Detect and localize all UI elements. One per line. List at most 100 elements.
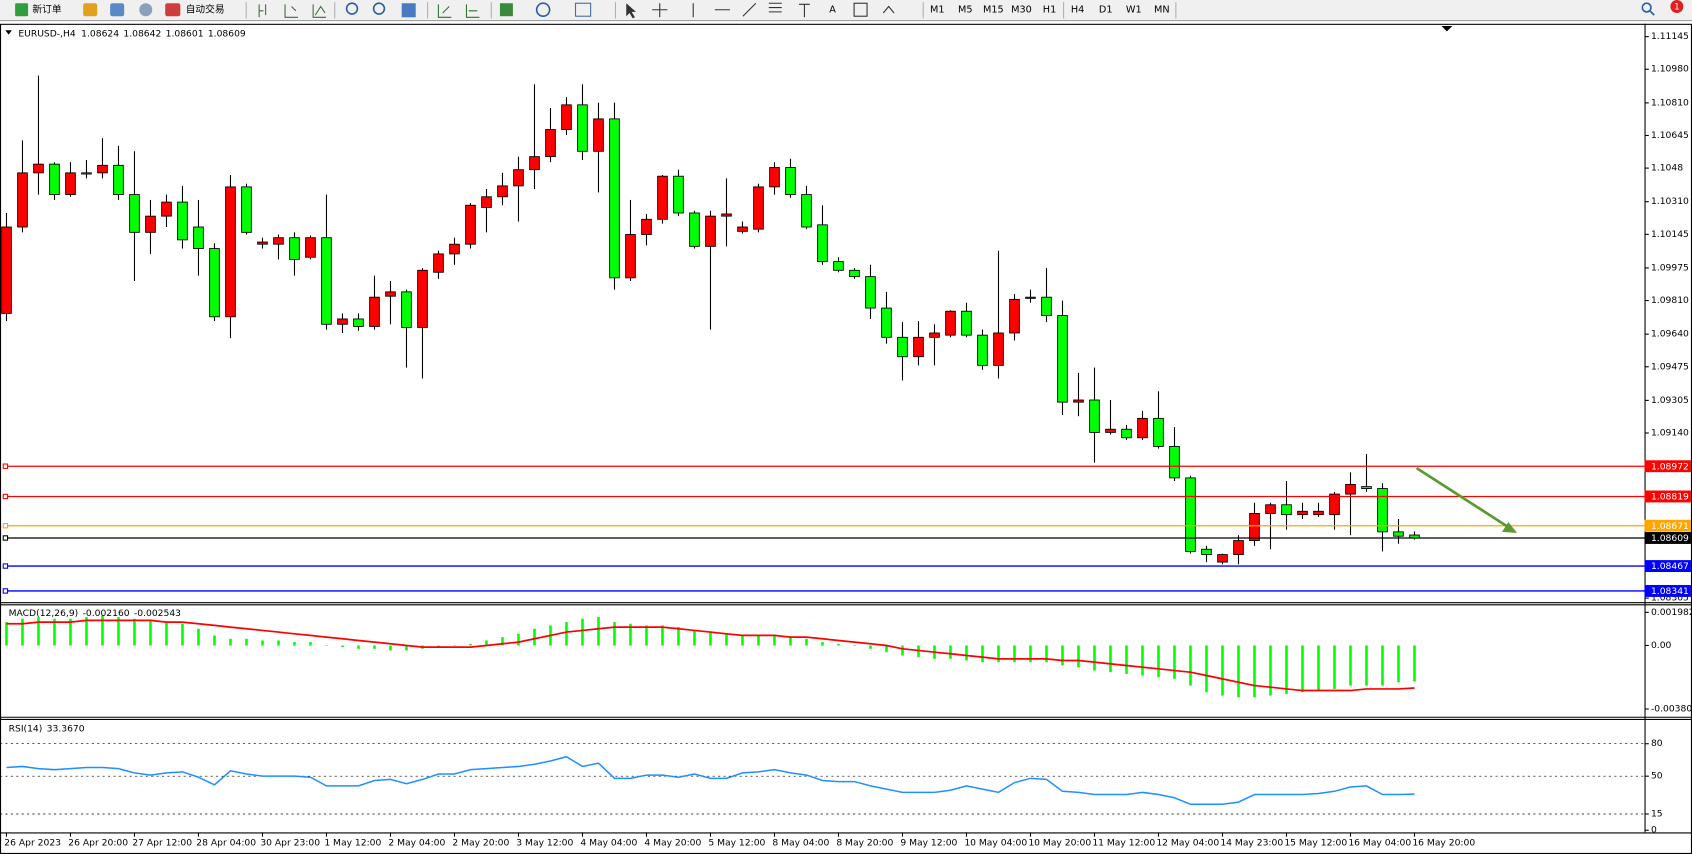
periods-button[interactable]	[535, 2, 551, 18]
y-tick-label: 80	[1651, 738, 1663, 749]
chart-type-icons[interactable]	[258, 4, 327, 18]
macd-bar	[245, 638, 248, 646]
timeframe-button[interactable]: D1	[1099, 5, 1113, 16]
macd-bar	[1301, 645, 1304, 693]
y-tick-label: 1.09810	[1651, 295, 1689, 306]
zoom-in[interactable]	[345, 2, 359, 15]
symbol: EURUSD-,H4	[18, 28, 76, 39]
candle-body	[305, 237, 316, 258]
icon-button[interactable]	[139, 3, 153, 17]
timeframe-button[interactable]: H1	[1043, 5, 1056, 16]
candle-body	[1393, 531, 1404, 537]
icon-button[interactable]	[110, 3, 125, 17]
macd-bar	[709, 632, 712, 646]
macd-bar	[37, 617, 40, 646]
candle-body	[833, 261, 844, 271]
x-tick-label: 10 May 04:00	[964, 838, 1027, 849]
x-tick-label: 1 May 12:00	[324, 838, 381, 849]
indicator-name: MACD(12,26,9)	[9, 607, 79, 618]
x-tick-label: 14 May 23:00	[1220, 838, 1283, 849]
timeframe-button[interactable]: W1	[1126, 5, 1142, 16]
candle-body	[625, 234, 636, 279]
x-tick-label: 10 May 20:00	[1028, 838, 1091, 849]
timeframe-button[interactable]: M15	[983, 5, 1004, 16]
scroll-icons[interactable]	[437, 4, 480, 18]
macd-bar	[1269, 645, 1272, 696]
timeframe-button[interactable]: H4	[1071, 5, 1084, 16]
macd-bar	[741, 635, 744, 646]
rsi-header: RSI(14) 33.3670	[9, 723, 85, 734]
timeframe-button[interactable]: M5	[958, 5, 973, 16]
candle-body	[273, 237, 284, 245]
price-label: 1.08609	[1651, 533, 1689, 544]
x-tick-label: 9 May 12:00	[900, 838, 957, 849]
candle-body	[609, 118, 620, 279]
x-tick-label: 16 May 20:00	[1412, 838, 1475, 849]
level-handle	[2, 535, 9, 541]
candle-body	[1201, 548, 1212, 556]
x-tick-label: 8 May 20:00	[836, 838, 893, 849]
crosshair-tool[interactable]	[652, 3, 668, 18]
macd-bar	[1237, 645, 1240, 698]
y-tick-label: 1.08305	[1651, 593, 1689, 604]
y-tick-label: 1.10310	[1651, 196, 1689, 207]
search[interactable]	[1641, 2, 1652, 13]
candle-body	[689, 212, 700, 247]
candle-body	[145, 215, 156, 233]
macd-bar	[1349, 645, 1352, 686]
macd-bar	[293, 642, 296, 646]
trend-arrow[interactable]	[1415, 466, 1518, 533]
candle-body	[81, 172, 92, 175]
macd-bar	[981, 645, 984, 663]
icon	[15, 3, 29, 17]
indicator-name: RSI(14)	[9, 723, 43, 734]
macd-bar	[181, 623, 184, 646]
new-order-button[interactable]: 新订单	[15, 3, 62, 17]
x-tick-label: 8 May 04:00	[772, 838, 829, 849]
candle-body	[1105, 428, 1116, 433]
price-label-bg	[1644, 585, 1691, 597]
candle-body	[1217, 554, 1228, 563]
cursor-tool[interactable]	[626, 3, 636, 19]
x-tick-label: 12 May 04:00	[1156, 838, 1219, 849]
macd-bar	[837, 643, 840, 646]
macd-bar	[117, 617, 120, 646]
x-tick-label: 11 May 12:00	[1092, 838, 1155, 849]
macd-bar	[309, 642, 312, 646]
x-tick-label: 4 May 04:00	[580, 838, 637, 849]
auto-trading-button[interactable]: 自动交易	[165, 3, 225, 17]
templates-button[interactable]	[574, 2, 592, 17]
text-tool[interactable]: A	[829, 5, 836, 16]
macd-header: MACD(12,26,9) -0.002160 -0.002543	[9, 607, 182, 618]
macd-bar	[629, 623, 632, 646]
indicators-button[interactable]	[499, 3, 513, 17]
arrow-shaft	[1415, 466, 1509, 528]
drawing-tools[interactable]	[692, 2, 810, 18]
level-handle	[2, 563, 9, 569]
toolbar-bg	[0, 0, 1692, 21]
shift-marker	[1441, 25, 1453, 32]
timeframe-button[interactable]: MN	[1154, 5, 1170, 16]
timeframe-button[interactable]: M30	[1011, 5, 1032, 16]
macd-bar	[277, 640, 280, 646]
zoom-out[interactable]	[372, 2, 386, 15]
signal-readout: -0.002543	[134, 607, 181, 618]
collapse-icon[interactable]	[5, 30, 12, 35]
button-label: 自动交易	[186, 3, 225, 16]
icon-button[interactable]	[83, 3, 98, 17]
shapes-tool[interactable]	[882, 5, 895, 14]
level-handle	[2, 523, 9, 529]
candle-body	[481, 196, 492, 208]
macd-bar	[645, 625, 648, 646]
tile-windows[interactable]	[401, 3, 416, 18]
macd-bar	[965, 645, 968, 661]
notification-badge[interactable]	[1670, 0, 1684, 13]
candle-body	[1057, 315, 1068, 403]
label-tool[interactable]	[853, 2, 868, 17]
macd-bar	[453, 645, 456, 647]
x-tick-label: 15 May 12:00	[1284, 838, 1347, 849]
timeframe-button[interactable]: M1	[930, 5, 945, 16]
y-tick-label: 1.10645	[1651, 130, 1689, 141]
